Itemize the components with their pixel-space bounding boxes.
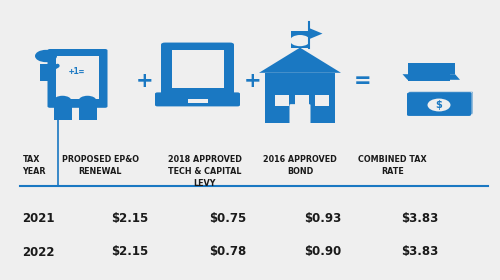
Text: $: $ bbox=[436, 100, 442, 110]
FancyBboxPatch shape bbox=[408, 92, 472, 115]
FancyBboxPatch shape bbox=[48, 49, 108, 108]
Text: $2.15: $2.15 bbox=[112, 212, 148, 225]
Bar bbox=[275, 95, 289, 106]
Text: +1=: +1= bbox=[68, 67, 84, 76]
Polygon shape bbox=[402, 74, 460, 80]
Text: 2016 APPROVED
BOND: 2016 APPROVED BOND bbox=[263, 155, 337, 176]
Text: $0.90: $0.90 bbox=[304, 246, 341, 258]
Polygon shape bbox=[309, 28, 322, 39]
Text: 2018 APPROVED
TECH & CAPITAL
LEVY: 2018 APPROVED TECH & CAPITAL LEVY bbox=[168, 155, 242, 188]
Bar bbox=[291, 31, 309, 48]
Text: TAX
YEAR: TAX YEAR bbox=[22, 155, 46, 176]
FancyBboxPatch shape bbox=[290, 104, 310, 124]
Bar bbox=[54, 99, 102, 101]
Circle shape bbox=[35, 50, 57, 62]
FancyBboxPatch shape bbox=[161, 43, 234, 95]
FancyBboxPatch shape bbox=[155, 92, 240, 106]
Text: $0.78: $0.78 bbox=[209, 246, 246, 258]
Text: +: + bbox=[244, 71, 262, 91]
Text: +: + bbox=[136, 71, 154, 91]
Text: $3.83: $3.83 bbox=[402, 212, 438, 225]
Text: 2022: 2022 bbox=[22, 246, 55, 258]
Text: $0.75: $0.75 bbox=[209, 212, 246, 225]
Text: $3.83: $3.83 bbox=[402, 246, 438, 258]
Bar bbox=[295, 95, 309, 106]
Text: COMBINED TAX
RATE: COMBINED TAX RATE bbox=[358, 155, 427, 176]
Bar bbox=[408, 74, 450, 81]
FancyBboxPatch shape bbox=[56, 56, 98, 99]
Bar bbox=[40, 64, 52, 81]
FancyBboxPatch shape bbox=[172, 50, 224, 88]
Bar bbox=[78, 105, 96, 120]
Text: PROPOSED EP&O
RENEWAL: PROPOSED EP&O RENEWAL bbox=[62, 155, 138, 176]
Text: =: = bbox=[354, 71, 372, 91]
Circle shape bbox=[428, 99, 450, 111]
Circle shape bbox=[290, 35, 310, 46]
Text: $2.15: $2.15 bbox=[112, 246, 148, 258]
Text: 2021: 2021 bbox=[22, 212, 55, 225]
Polygon shape bbox=[259, 48, 341, 73]
FancyBboxPatch shape bbox=[407, 93, 471, 116]
FancyBboxPatch shape bbox=[409, 91, 473, 115]
Bar bbox=[315, 95, 329, 106]
FancyArrowPatch shape bbox=[52, 66, 58, 69]
Bar bbox=[265, 73, 335, 123]
Bar bbox=[188, 99, 208, 103]
Text: $0.93: $0.93 bbox=[304, 212, 341, 225]
Circle shape bbox=[78, 96, 96, 106]
Polygon shape bbox=[408, 63, 455, 74]
Bar bbox=[54, 105, 72, 120]
Circle shape bbox=[54, 96, 72, 106]
